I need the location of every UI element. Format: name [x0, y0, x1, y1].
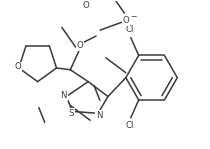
Text: S: S: [69, 109, 74, 118]
Text: −: −: [130, 12, 137, 21]
Text: O: O: [122, 16, 129, 25]
Text: Cl: Cl: [126, 25, 134, 34]
Text: Cl: Cl: [126, 121, 134, 130]
Text: N: N: [96, 111, 102, 120]
Text: O: O: [14, 62, 21, 72]
Text: O: O: [77, 41, 84, 51]
Text: N: N: [60, 91, 67, 100]
Text: O: O: [83, 1, 89, 10]
